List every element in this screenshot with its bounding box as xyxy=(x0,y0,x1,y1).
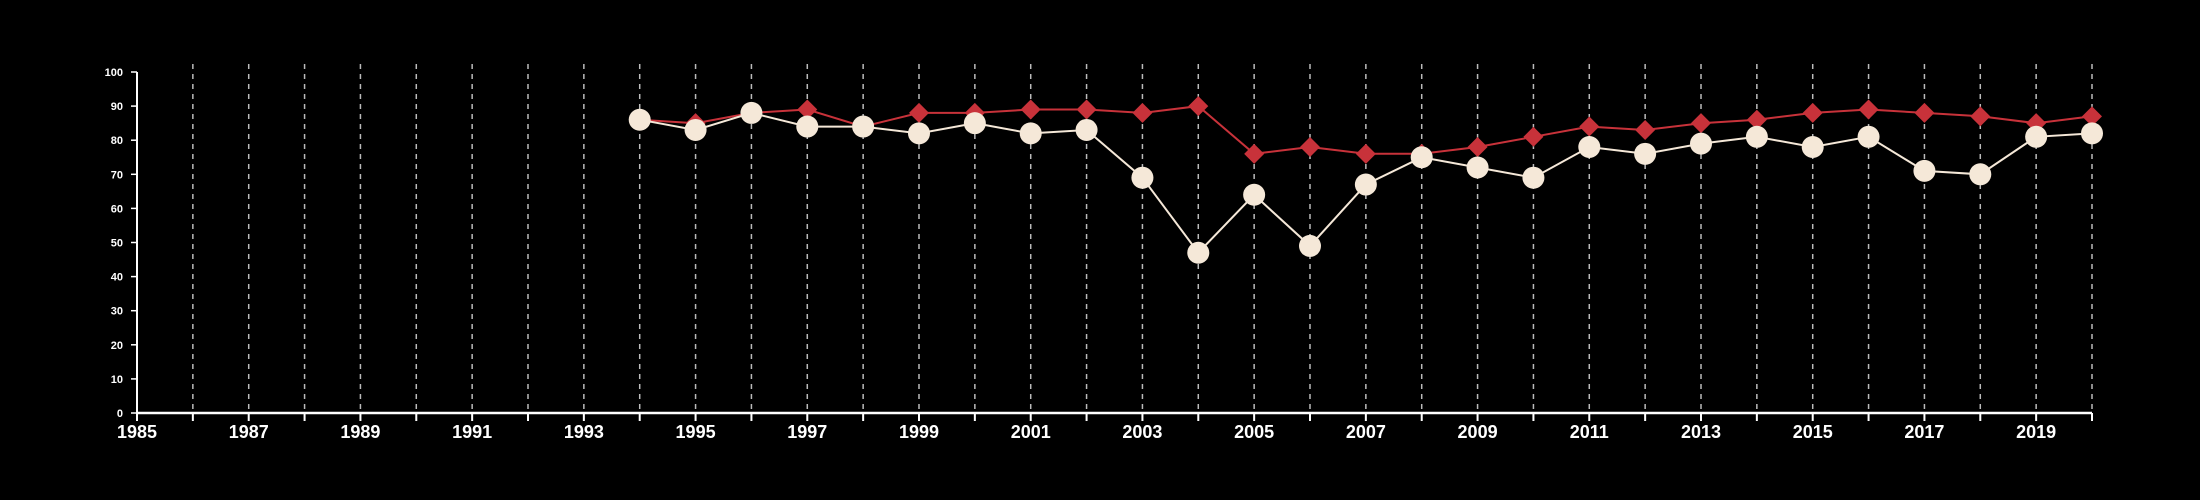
data-point-diamond xyxy=(1523,126,1544,147)
data-point-diamond xyxy=(1467,137,1488,158)
x-tick-label: 2003 xyxy=(1122,422,1162,442)
y-tick-label: 90 xyxy=(111,101,123,113)
axes xyxy=(131,71,2093,421)
data-point-diamond xyxy=(1691,113,1711,134)
x-tick-label: 2019 xyxy=(2016,422,2056,442)
data-point-circle xyxy=(2081,122,2103,145)
data-point-diamond xyxy=(1355,143,1376,164)
data-point-circle xyxy=(1745,125,1768,148)
x-tick-label: 1987 xyxy=(229,422,269,442)
x-tick-label: 1999 xyxy=(899,422,939,442)
data-point-diamond xyxy=(1914,102,1935,123)
data-point-diamond xyxy=(1970,106,1991,127)
data-point-circle xyxy=(908,122,930,145)
data-point-circle xyxy=(1187,241,1210,264)
data-point-circle xyxy=(1243,183,1266,206)
y-tick-label: 70 xyxy=(111,169,123,181)
data-point-circle xyxy=(684,118,707,141)
y-tick-label: 0 xyxy=(117,408,123,420)
x-tick-label: 2007 xyxy=(1346,422,1386,442)
y-tick-label: 40 xyxy=(111,272,123,284)
data-point-diamond xyxy=(1300,137,1320,158)
data-point-circle xyxy=(852,115,875,138)
data-point-circle xyxy=(1578,136,1601,159)
data-point-circle xyxy=(1019,122,1042,145)
data-point-circle xyxy=(1522,166,1545,189)
x-tick-label: 1989 xyxy=(340,422,380,442)
y-tick-label: 80 xyxy=(111,135,123,147)
x-tick-label: 2017 xyxy=(1904,422,1944,442)
data-point-diamond xyxy=(1020,99,1041,120)
data-point-diamond xyxy=(1132,102,1153,123)
data-point-diamond xyxy=(1076,99,1097,120)
data-point-circle xyxy=(2025,125,2048,148)
y-tick-label: 50 xyxy=(111,238,123,250)
y-tick-label: 60 xyxy=(111,203,123,215)
data-point-circle xyxy=(1354,173,1377,196)
data-point-diamond xyxy=(1635,119,1656,140)
x-tick-label: 2009 xyxy=(1458,422,1498,442)
x-tick-label: 1993 xyxy=(564,422,604,442)
x-tick-labels: 1985 1987 1989 1991 1993 1995 1997 1999 2001 2003… xyxy=(117,422,2056,442)
y-tick-label: 100 xyxy=(105,67,123,79)
x-tick-label: 1997 xyxy=(787,422,827,442)
data-point-circle xyxy=(1299,234,1321,257)
data-point-circle xyxy=(1969,163,1992,186)
data-point-circle xyxy=(1634,142,1657,165)
x-tick-label: 2011 xyxy=(1570,422,1609,442)
data-point-diamond xyxy=(1188,96,1209,117)
data-point-diamond xyxy=(909,102,929,123)
x-tick-label: 1991 xyxy=(452,422,492,442)
x-tick-label: 1995 xyxy=(676,422,716,442)
data-point-diamond xyxy=(2082,106,2102,127)
data-point-circle xyxy=(1131,166,1154,189)
data-point-circle xyxy=(796,115,819,138)
data-point-circle xyxy=(1690,132,1712,155)
data-point-circle xyxy=(628,108,651,131)
data-point-diamond xyxy=(797,99,818,120)
data-point-circle xyxy=(1857,125,1880,148)
data-point-circle xyxy=(963,112,986,135)
data-point-circle xyxy=(1913,159,1936,182)
data-point-circle xyxy=(1075,118,1098,141)
data-point-diamond xyxy=(1858,99,1879,120)
data-point-diamond xyxy=(1244,143,1265,164)
data-point-diamond xyxy=(1802,102,1823,123)
x-tick-label: 2005 xyxy=(1234,422,1274,442)
y-tick-label: 10 xyxy=(111,374,123,386)
x-tick-label: 2015 xyxy=(1793,422,1833,442)
y-tick-label: 30 xyxy=(111,306,123,318)
x-tick-label: 2013 xyxy=(1681,422,1721,442)
y-tick-labels: 0 10 20 30 40 50 60 70 80 90 100 xyxy=(105,67,123,420)
data-point-circle xyxy=(1801,136,1824,159)
data-point-circle xyxy=(740,101,763,124)
data-point-diamond xyxy=(1746,109,1767,130)
data-point-circle xyxy=(1466,156,1489,179)
data-point-diamond xyxy=(1579,116,1600,137)
series-markers xyxy=(628,96,2103,264)
x-tick-label: 1985 xyxy=(117,422,157,442)
x-tick-label: 2001 xyxy=(1011,422,1051,442)
y-tick-label: 20 xyxy=(111,340,123,352)
data-point-circle xyxy=(1410,146,1433,169)
